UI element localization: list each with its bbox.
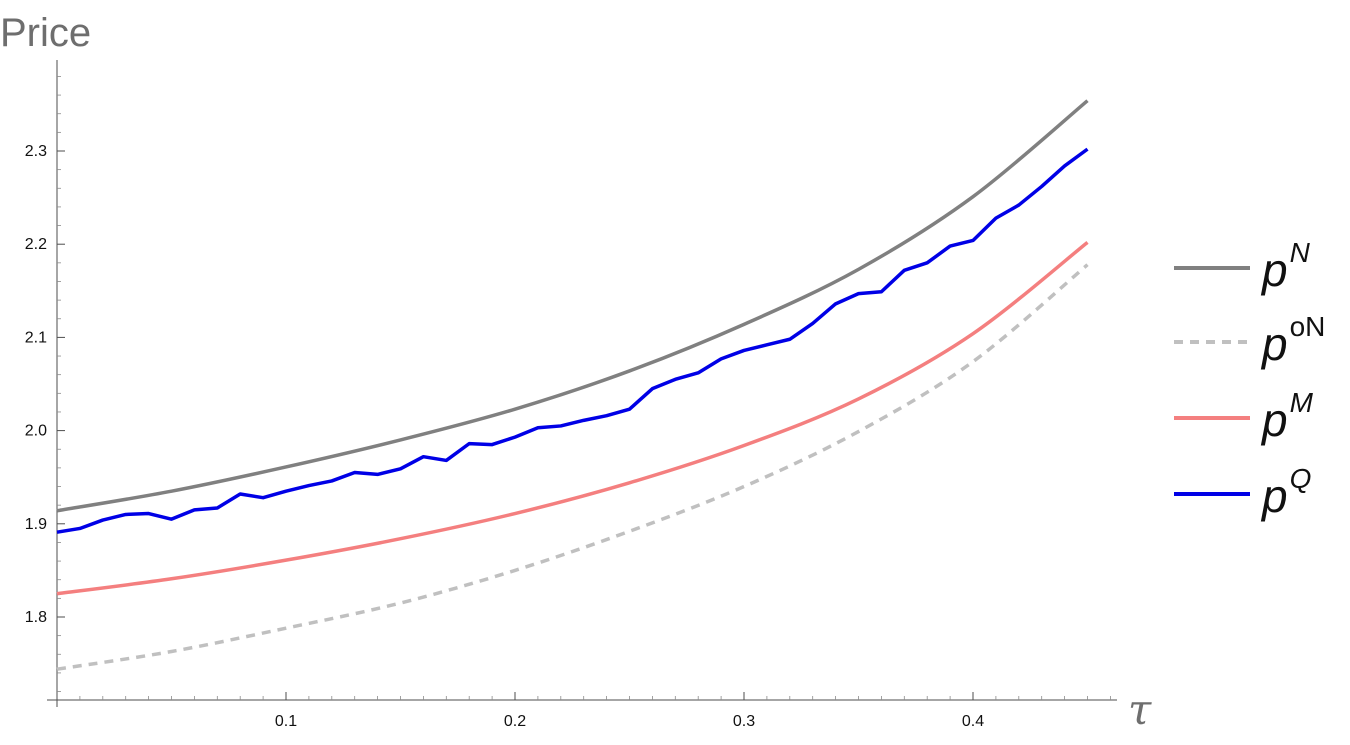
y-tick-label: 2.3 (25, 143, 47, 160)
legend-superscript: Q (1290, 463, 1312, 494)
x-tick-label: 0.3 (733, 713, 755, 730)
series-line-pm (56, 240, 1089, 596)
x-tick-label: 0.2 (504, 713, 526, 730)
x-axis-title: τ (1128, 685, 1152, 734)
legend-superscript: N (1290, 237, 1311, 268)
legend-superscript: oN (1290, 311, 1326, 342)
y-tick-label: 2.1 (25, 329, 47, 346)
legend-base: p (1260, 244, 1288, 296)
series-line-pon (56, 263, 1089, 671)
y-tick-label: 1.8 (25, 609, 47, 626)
x-tick-label: 0.4 (962, 713, 984, 730)
y-tick-label: 2.2 (25, 236, 47, 253)
y-tick-label: 1.9 (25, 516, 47, 533)
legend-base: p (1260, 394, 1288, 446)
legend-base: p (1260, 318, 1288, 370)
legend-label-pq: pQ (1260, 463, 1311, 522)
x-ticks: 0.1 0.2 0.3 0.4 (79, 692, 1111, 730)
axes: 1.8 1.9 2.0 2.1 2.2 2.3 0.1 0.2 0.3 0.4 (25, 60, 1117, 730)
y-tick-label: 2.0 (25, 423, 47, 440)
legend-label-pm: pM (1260, 387, 1314, 446)
legend-label-pon: poN (1260, 311, 1325, 370)
series-line-pn (56, 99, 1089, 513)
legend-label-pn: pN (1260, 237, 1311, 296)
series-lines (56, 99, 1089, 671)
x-tick-label: 0.1 (275, 713, 297, 730)
series-line-pq (56, 147, 1089, 534)
legend-superscript: M (1290, 387, 1314, 418)
legend-base: p (1260, 470, 1288, 522)
y-ticks: 1.8 1.9 2.0 2.1 2.2 2.3 (25, 76, 65, 692)
y-axis-title: Price (0, 11, 91, 55)
